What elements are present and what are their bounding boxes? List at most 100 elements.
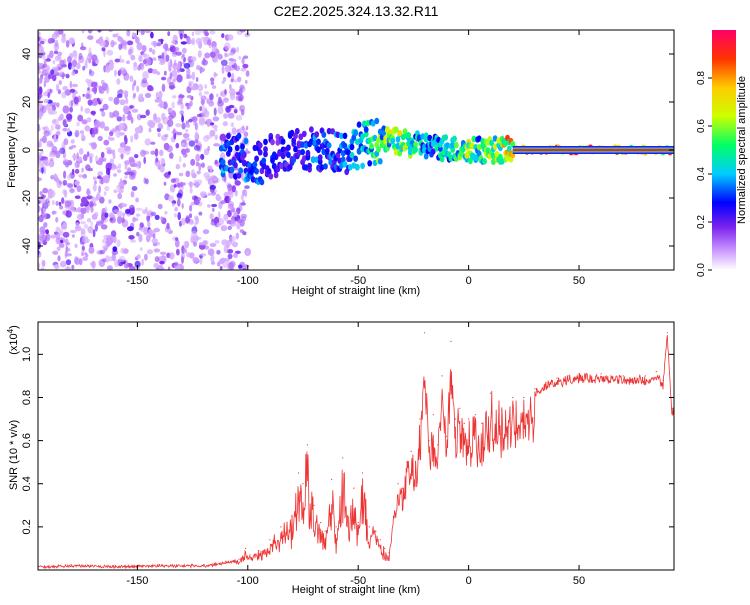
- heatmap-noise-speck: [134, 127, 142, 134]
- heatmap-ridge-blob: [340, 156, 346, 163]
- heatmap-noise-speck: [165, 54, 170, 62]
- heatmap-ridge-blob: [294, 127, 300, 135]
- heatmap-noise-speck: [124, 145, 131, 152]
- snr-data-point: [441, 375, 443, 377]
- heatmap-noise-speck: [104, 212, 109, 218]
- heatmap-noise-speck: [161, 112, 166, 121]
- colorbar-tick-label: 0.6: [696, 119, 707, 133]
- heatmap-noise-speck: [160, 216, 164, 221]
- heatmap-noise-speck: [222, 76, 227, 83]
- heatmap-noise-speck: [62, 119, 67, 127]
- heatmap-noise-speck: [227, 112, 235, 119]
- heatmap-noise-speck: [102, 244, 109, 250]
- heatmap-noise-speck: [228, 104, 235, 109]
- heatmap-noise-speck: [58, 71, 64, 76]
- heatmap-noise-speck: [210, 191, 216, 196]
- snr-data-point: [306, 444, 308, 446]
- heatmap-noise-speck: [122, 105, 130, 114]
- snr-data-point: [342, 457, 344, 459]
- heatmap-noise-speck: [190, 230, 198, 238]
- heatmap-noise-speck: [59, 147, 66, 155]
- heatmap-noise-speck: [155, 157, 159, 163]
- heatmap-noise-speck: [97, 171, 103, 177]
- heatmap-noise-speck: [61, 197, 65, 205]
- snr-scale-close: ): [8, 325, 20, 329]
- heatmap-noise-speck: [137, 64, 141, 71]
- heatmap-noise-speck: [55, 177, 60, 183]
- snr-data-point: [114, 565, 116, 567]
- heatmap-noise-speck: [139, 114, 147, 119]
- snr-data-point: [357, 522, 359, 524]
- heatmap-noise-speck: [167, 107, 173, 113]
- heatmap-noise-speck: [185, 170, 191, 177]
- heatmap-noise-speck: [138, 160, 142, 169]
- heatmap-ridge-blob: [275, 139, 281, 146]
- heatmap-noise-speck: [43, 222, 48, 228]
- heatmap-ridge-blob: [291, 137, 297, 144]
- heatmap-noise-speck: [173, 46, 180, 52]
- heatmap-noise-speck: [160, 157, 166, 165]
- heatmap-noise-speck: [151, 49, 156, 55]
- heatmap-noise-speck: [117, 35, 122, 42]
- heatmap-noise-speck: [196, 113, 202, 118]
- heatmap-y-axis-label: Frequency (Hz): [6, 112, 18, 188]
- heatmap-noise-speck: [192, 257, 199, 263]
- heatmap-noise-speck: [82, 173, 88, 179]
- heatmap-noise-speck: [38, 111, 43, 120]
- heatmap-noise-speck: [114, 69, 117, 77]
- heatmap-ridge-blob: [362, 120, 367, 127]
- heatmap-noise-speck: [172, 95, 177, 99]
- heatmap-noise-speck: [151, 238, 159, 244]
- heatmap-noise-speck: [128, 235, 135, 240]
- heatmap-noise-speck: [41, 166, 44, 174]
- heatmap-noise-speck: [65, 73, 70, 79]
- heatmap-ridge-blob: [229, 166, 235, 174]
- heatmap-noise-speck: [51, 199, 55, 206]
- heatmap-noise-speck: [89, 68, 92, 75]
- heatmap-noise-speck: [195, 153, 201, 162]
- heatmap-noise-speck: [48, 190, 56, 198]
- heatmap-noise-speck: [171, 40, 176, 44]
- heatmap-noise-speck: [177, 182, 181, 188]
- heatmap-noise-speck: [211, 45, 218, 53]
- heatmap-noise-speck: [96, 191, 101, 199]
- heatmap-noise-speck: [59, 59, 65, 67]
- heatmap-noise-speck: [179, 66, 182, 72]
- heatmap-ridge-blob: [220, 159, 226, 166]
- heatmap-ridge-blob: [377, 158, 383, 165]
- heatmap-noise-speck: [58, 201, 62, 206]
- heatmap-noise-speck: [142, 59, 148, 64]
- heatmap-noise-speck: [167, 119, 174, 127]
- heatmap-noise-speck: [209, 184, 217, 190]
- heatmap-noise-speck: [181, 115, 185, 123]
- heatmap-noise-speck: [157, 103, 163, 107]
- heatmap-noise-speck: [185, 215, 190, 220]
- heatmap-noise-speck: [56, 102, 60, 108]
- heatmap-noise-speck: [227, 210, 232, 218]
- heatmap-noise-speck: [60, 224, 68, 231]
- heatmap-noise-speck: [62, 85, 69, 91]
- heatmap-noise-speck: [186, 95, 193, 99]
- heatmap-noise-speck: [101, 47, 106, 52]
- y-tick-label: 0.4: [21, 476, 33, 491]
- heatmap-noise-speck: [110, 230, 117, 237]
- heatmap-noise-speck: [133, 64, 138, 71]
- heatmap-noise-speck: [87, 226, 94, 234]
- heatmap-ridge-blob: [427, 134, 433, 142]
- heatmap-noise-speck: [40, 149, 44, 155]
- y-tick-label: -20: [21, 190, 33, 206]
- heatmap-noise-speck: [234, 180, 241, 186]
- x-tick-label: 50: [573, 275, 585, 287]
- heatmap-noise-speck: [114, 58, 121, 63]
- heatmap-noise-speck: [174, 261, 178, 267]
- heatmap-ridge-blob: [406, 132, 411, 139]
- heatmap-noise-speck: [241, 216, 247, 222]
- heatmap-noise-speck: [223, 113, 228, 119]
- heatmap-noise-speck: [245, 125, 249, 131]
- heatmap-noise-speck: [241, 57, 245, 65]
- heatmap-noise-speck: [63, 170, 67, 179]
- heatmap-noise-speck: [104, 185, 110, 192]
- heatmap-ridge-blob: [430, 148, 436, 155]
- heatmap-noise-speck: [223, 174, 227, 183]
- heatmap-noise-speck: [130, 54, 136, 61]
